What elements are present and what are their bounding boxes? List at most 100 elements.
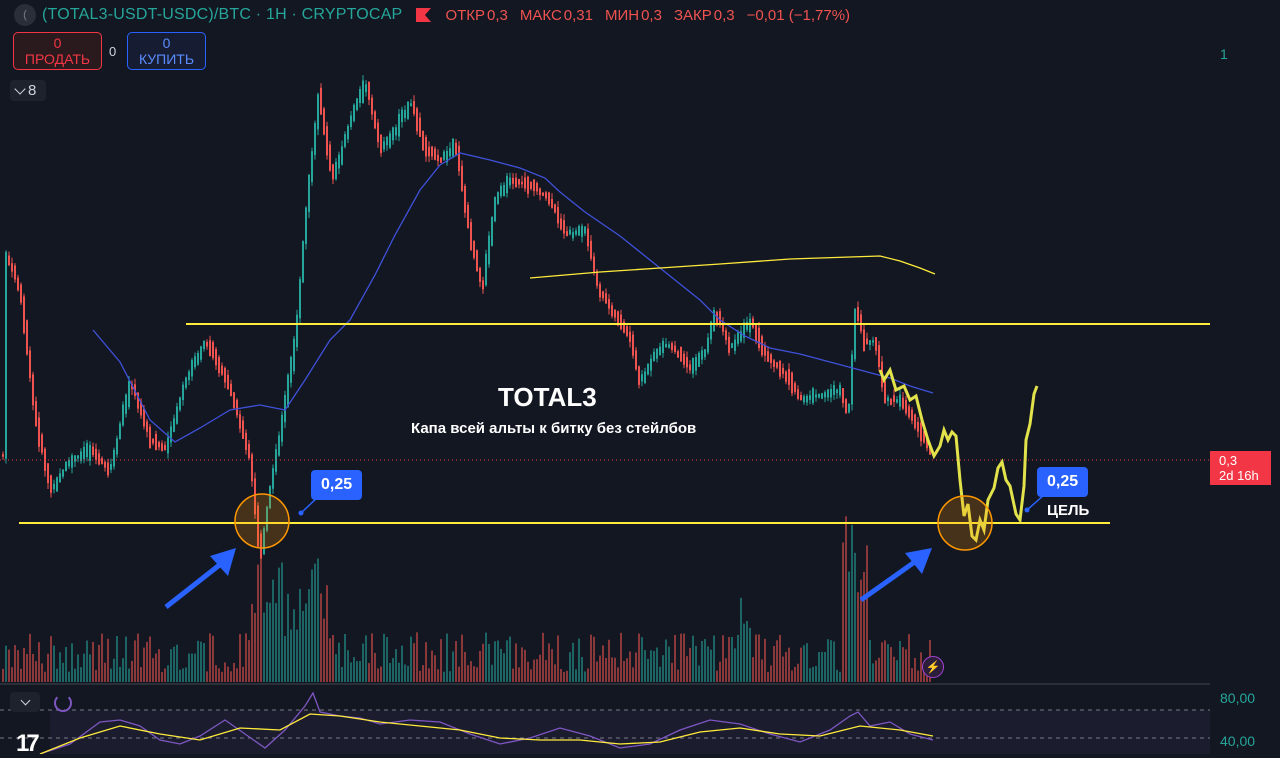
tradingview-logo[interactable]: 17 xyxy=(16,730,40,757)
candle-body xyxy=(152,438,154,444)
volume-bar xyxy=(662,655,664,682)
volume-bar xyxy=(278,567,280,682)
candle-body xyxy=(62,469,64,477)
volume-bar xyxy=(482,643,484,682)
volume-bar xyxy=(125,636,127,682)
candle-body xyxy=(428,146,430,157)
volume-bar xyxy=(899,640,901,682)
candle-body xyxy=(179,397,181,410)
candle-body xyxy=(884,381,886,403)
candle-body xyxy=(221,365,223,375)
volume-bar xyxy=(653,650,655,682)
volume-bar xyxy=(659,666,661,682)
ohlc-open-label: ОТКР xyxy=(445,6,486,24)
candle-body xyxy=(803,396,805,403)
volume-bar xyxy=(629,651,631,682)
candle-body xyxy=(896,399,898,403)
volume-bar xyxy=(353,657,355,682)
volume-bar xyxy=(806,643,808,682)
spread-value: 0 xyxy=(109,44,117,59)
candle-body xyxy=(452,138,454,157)
candle-body xyxy=(878,345,880,368)
volume-bar xyxy=(92,641,94,682)
candle-body xyxy=(383,141,385,150)
candle-body xyxy=(548,192,550,205)
volume-bar xyxy=(485,632,487,682)
volume-bar xyxy=(677,669,679,682)
lightning-icon[interactable]: ⚡ xyxy=(922,656,944,678)
indicators-collapse-button[interactable]: 8 xyxy=(10,80,46,101)
volume-bar xyxy=(281,562,283,682)
candle-body xyxy=(632,334,634,356)
candle-body xyxy=(851,354,853,405)
volume-bar xyxy=(773,646,775,682)
candle-body xyxy=(500,185,502,197)
symbol-icon[interactable]: ( xyxy=(14,4,36,26)
candle-body xyxy=(422,130,424,151)
volume-bar xyxy=(749,627,751,682)
candle-body xyxy=(563,220,565,234)
candle-body xyxy=(8,255,10,266)
candle-body xyxy=(365,84,367,93)
candle-body xyxy=(122,404,124,426)
volume-bar xyxy=(689,647,691,682)
volume-bar xyxy=(473,666,475,682)
volume-bar xyxy=(410,636,412,682)
candle-body xyxy=(794,383,796,392)
volume-bar xyxy=(89,654,91,682)
volume-bar xyxy=(872,663,874,682)
candle-body xyxy=(539,188,541,196)
rsi-collapse-button[interactable] xyxy=(10,692,40,712)
buy-button[interactable]: 0 КУПИТЬ xyxy=(127,32,206,70)
volume-bar xyxy=(572,642,574,682)
volume-bar xyxy=(356,661,358,682)
volume-bar xyxy=(494,641,496,682)
volume-bar xyxy=(551,649,553,682)
symbol-title[interactable]: (TOTAL3-USDT-USDC)/BTC · 1H · CRYPTOCAP xyxy=(42,6,403,23)
candle-body xyxy=(29,350,31,379)
callout-right[interactable]: 0,25 xyxy=(1037,467,1089,497)
candle-body xyxy=(92,446,94,455)
candle-body xyxy=(326,126,328,156)
volume-bar xyxy=(833,641,835,682)
volume-bar xyxy=(35,661,37,682)
candle-body xyxy=(242,420,244,439)
candle-body xyxy=(287,374,289,408)
candle-body xyxy=(386,136,388,146)
volume-bar xyxy=(290,629,292,682)
candle-body xyxy=(257,505,259,547)
support-circle-right xyxy=(937,495,993,551)
chevron-down-icon xyxy=(20,695,30,706)
volume-bar xyxy=(455,641,457,682)
volume-bar xyxy=(770,665,772,682)
volume-bar xyxy=(869,640,871,682)
candle-body xyxy=(536,183,538,192)
volume-bar xyxy=(452,651,454,682)
volume-bar xyxy=(683,633,685,682)
volume-bar xyxy=(14,645,16,682)
candle-body xyxy=(908,406,910,418)
volume-bar xyxy=(23,647,25,682)
candle-body xyxy=(476,250,478,272)
volume-bar xyxy=(719,661,721,682)
callout-left[interactable]: 0,25 xyxy=(311,470,363,500)
chart-annotation-subtitle: Капа всей альты к битку без стейлбов xyxy=(411,420,697,437)
volume-bar xyxy=(809,668,811,682)
volume-bar xyxy=(86,640,88,682)
candle-body xyxy=(47,463,49,484)
candle-body xyxy=(737,332,739,344)
candle-body xyxy=(764,345,766,356)
candle-body xyxy=(26,320,28,355)
candle-body xyxy=(344,134,346,147)
volume-bar xyxy=(272,579,274,682)
candle-body xyxy=(290,356,292,383)
volume-bar xyxy=(251,603,253,682)
sell-button[interactable]: 0 ПРОДАТЬ xyxy=(13,32,102,70)
volume-bar xyxy=(920,652,922,682)
candle-body xyxy=(86,442,88,458)
volume-bar xyxy=(905,649,907,682)
candle-body xyxy=(89,444,91,461)
red-flag-icon[interactable] xyxy=(416,8,432,22)
volume-bar xyxy=(323,618,325,682)
